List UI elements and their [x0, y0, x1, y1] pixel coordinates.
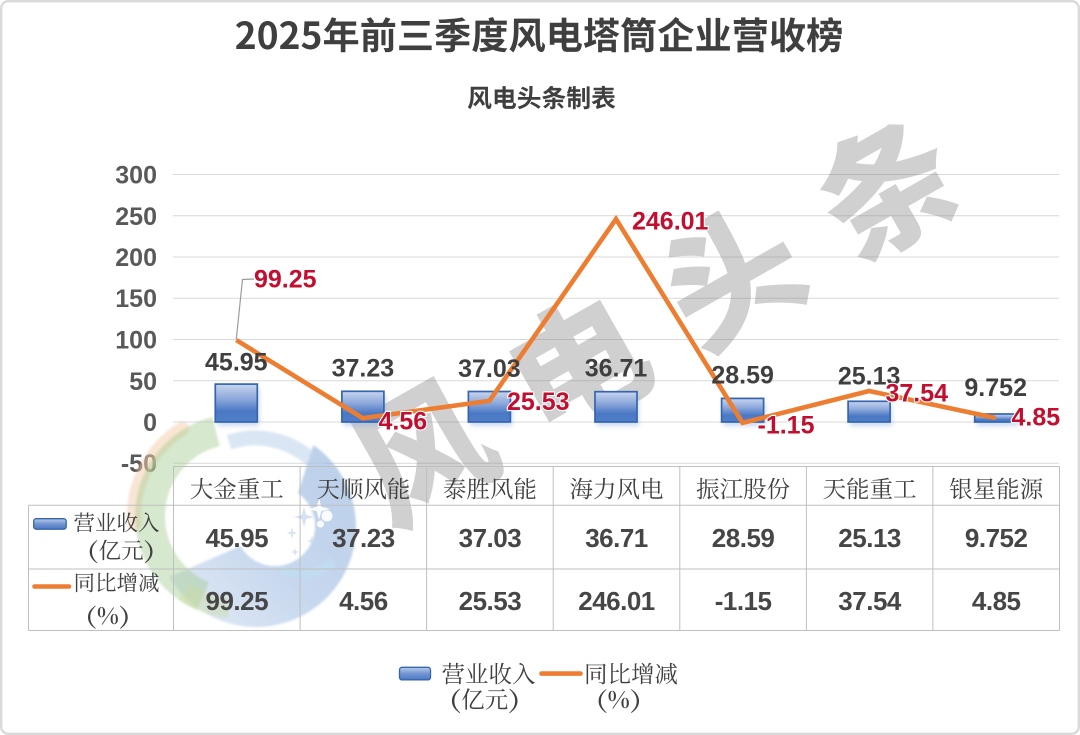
svg-text:37.23: 37.23: [332, 523, 395, 553]
svg-text:45.95: 45.95: [206, 523, 269, 553]
svg-text:37.54: 37.54: [838, 586, 902, 616]
svg-text:99.25: 99.25: [254, 265, 317, 293]
svg-text:246.01: 246.01: [632, 208, 709, 236]
svg-text:36.71: 36.71: [585, 355, 648, 383]
svg-text:25.13: 25.13: [838, 523, 901, 553]
svg-text:100: 100: [115, 327, 157, 355]
svg-text:4.85: 4.85: [972, 586, 1021, 616]
svg-text:25.53: 25.53: [507, 388, 570, 416]
svg-text:28.59: 28.59: [711, 361, 774, 389]
svg-text:37.03: 37.03: [459, 523, 522, 553]
svg-text:246.01: 246.01: [578, 586, 655, 616]
svg-text:9.752: 9.752: [964, 374, 1027, 402]
svg-text:-1.15: -1.15: [715, 586, 772, 616]
svg-text:9.752: 9.752: [965, 523, 1028, 553]
svg-text:37.23: 37.23: [332, 354, 395, 382]
svg-text:300: 300: [115, 162, 157, 190]
svg-text:200: 200: [115, 244, 157, 272]
svg-text:-1.15: -1.15: [758, 412, 815, 440]
svg-text:25.13: 25.13: [838, 363, 901, 391]
svg-text:25.53: 25.53: [459, 586, 522, 616]
svg-text:250: 250: [115, 203, 157, 231]
svg-text:0: 0: [143, 409, 157, 437]
svg-text:4.56: 4.56: [379, 408, 428, 436]
svg-text:4.56: 4.56: [339, 586, 388, 616]
svg-text:99.25: 99.25: [206, 586, 269, 616]
svg-text:37.03: 37.03: [458, 355, 521, 383]
svg-text:28.59: 28.59: [712, 523, 775, 553]
svg-text:4.85: 4.85: [1012, 404, 1061, 432]
svg-text:50: 50: [129, 368, 157, 396]
svg-text:37.54: 37.54: [886, 379, 949, 407]
svg-text:150: 150: [115, 285, 157, 313]
svg-text:45.95: 45.95: [205, 349, 268, 377]
svg-text:36.71: 36.71: [585, 523, 648, 553]
